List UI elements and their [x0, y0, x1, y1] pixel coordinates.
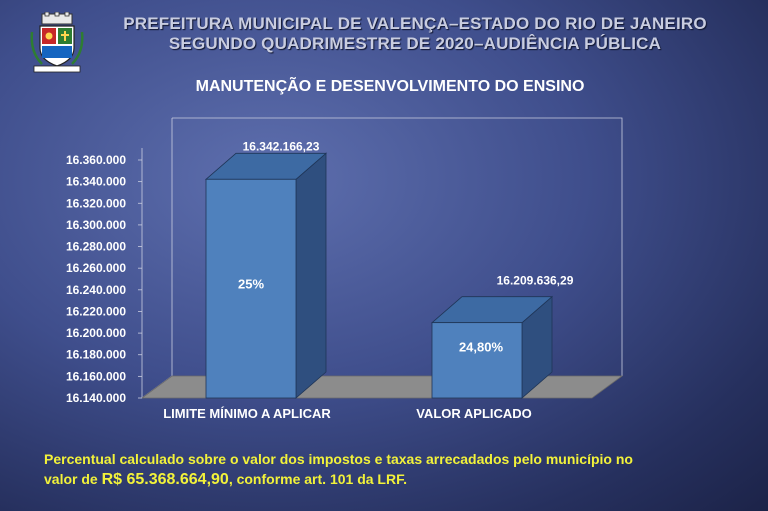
footnote-line-1: Percentual calculado sobre o valor dos i… — [44, 451, 633, 467]
category-label: VALOR APLICADO — [416, 406, 532, 421]
footnote-line-2: valor de R$ 65.368.664,90, conforme art.… — [44, 469, 724, 490]
y-tick-label: 16.160.000 — [66, 369, 126, 383]
y-tick-label: 16.260.000 — [66, 261, 126, 275]
y-tick-label: 16.360.000 — [66, 153, 126, 167]
y-tick-label: 16.220.000 — [66, 304, 126, 318]
footnote-suffix: , conforme art. 101 da LRF. — [228, 471, 407, 487]
bar-inner-label: 24,80% — [459, 339, 504, 354]
bar-side — [295, 152, 327, 399]
header-line-2: SEGUNDO QUADRIMESTRE DE 2020–AUDIÊNCIA P… — [168, 34, 662, 53]
y-tick-label: 16.300.000 — [66, 218, 126, 232]
y-tick-label: 16.240.000 — [66, 283, 126, 297]
data-label: 16.209.636,29 — [497, 274, 574, 288]
slide-header: PREFEITURA MUNICIPAL DE VALENÇA–ESTADO D… — [95, 14, 735, 54]
bar — [205, 178, 297, 399]
y-tick-label: 16.340.000 — [66, 175, 126, 189]
y-tick-label: 16.320.000 — [66, 196, 126, 210]
y-tick-label: 16.140.000 — [66, 391, 126, 405]
header-line-1: PREFEITURA MUNICIPAL DE VALENÇA–ESTADO D… — [123, 14, 707, 33]
footnote-amount: R$ 65.368.664,90 — [101, 471, 229, 488]
category-label: LIMITE MÍNIMO A APLICAR — [163, 406, 331, 421]
data-label: 16.342.166,23 — [243, 139, 320, 153]
bar — [431, 322, 523, 399]
footnote: Percentual calculado sobre o valor dos i… — [44, 449, 724, 490]
y-tick-label: 16.280.000 — [66, 240, 126, 254]
y-tick-label: 16.180.000 — [66, 348, 126, 362]
footnote-prefix: valor de — [44, 471, 102, 487]
y-tick-label: 16.200.000 — [66, 326, 126, 340]
bar-inner-label: 25% — [238, 277, 264, 292]
chart-title: MANUTENÇÃO E DESENVOLVIMENTO DO ENSINO — [195, 78, 585, 95]
municipal-coat-of-arms-icon — [30, 12, 84, 73]
